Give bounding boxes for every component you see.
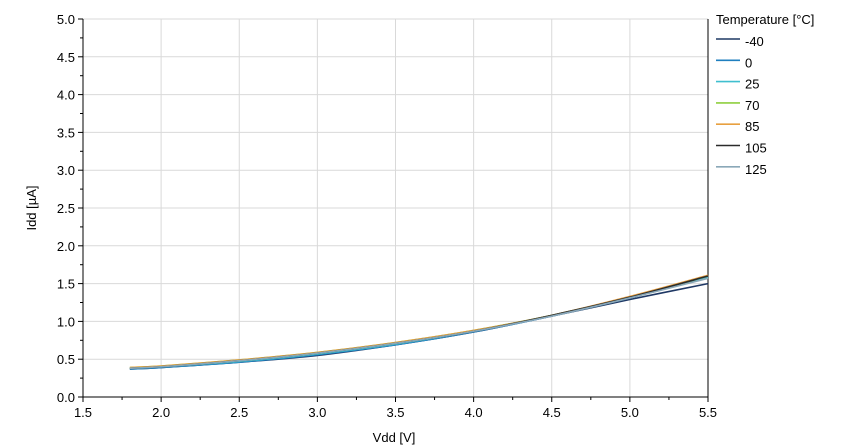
series-line-0 <box>129 276 709 370</box>
x-tick-label: 3.0 <box>308 405 326 420</box>
series-line-105 <box>129 275 709 370</box>
legend-label-85: 85 <box>745 119 759 134</box>
series-line--40 <box>129 282 709 370</box>
series-line-125 <box>129 277 709 370</box>
series-lines <box>129 274 709 370</box>
y-axis-title: Idd [µA] <box>24 185 39 230</box>
y-axis-ticks: 0.0 0.5 1.0 1.5 2.0 2.5 3.0 3.5 4.0 4.5 5.0 <box>57 12 83 405</box>
legend: Temperature [°C] -40 0 25 70 85 105 125 <box>716 12 814 177</box>
x-axis-ticks: 1.5 2.0 2.5 3.0 3.5 4.0 4.5 5.0 5.5 <box>74 397 717 420</box>
y-tick-label: 2.5 <box>57 201 75 216</box>
x-tick-label: 3.5 <box>386 405 404 420</box>
legend-label-125: 125 <box>745 162 767 177</box>
y-tick-label: 1.0 <box>57 314 75 329</box>
grid-lines <box>82 18 709 398</box>
legend-label-25: 25 <box>745 77 759 92</box>
x-tick-label: 1.5 <box>74 405 92 420</box>
y-tick-label: 3.5 <box>57 125 75 140</box>
y-tick-label: 1.5 <box>57 277 75 292</box>
y-tick-label: 0.5 <box>57 352 75 367</box>
x-axis-title: Vdd [V] <box>373 430 416 445</box>
legend-label-105: 105 <box>745 141 767 156</box>
legend-label-70: 70 <box>745 98 759 113</box>
y-tick-label: 3.0 <box>57 163 75 178</box>
x-tick-label: 5.0 <box>621 405 639 420</box>
x-tick-label: 2.5 <box>230 405 248 420</box>
y-tick-label: 2.0 <box>57 239 75 254</box>
x-tick-label: 4.5 <box>543 405 561 420</box>
x-tick-label: 5.5 <box>699 405 717 420</box>
y-tick-label: 4.5 <box>57 50 75 65</box>
x-tick-label: 2.0 <box>152 405 170 420</box>
legend-label--40: -40 <box>745 34 764 49</box>
x-tick-label: 4.0 <box>465 405 483 420</box>
series-line-25 <box>129 276 709 370</box>
y-tick-label: 4.0 <box>57 88 75 103</box>
legend-label-0: 0 <box>745 55 752 70</box>
legend-title: Temperature [°C] <box>716 12 814 27</box>
y-tick-label: 5.0 <box>57 12 75 27</box>
y-tick-label: 0.0 <box>57 390 75 405</box>
